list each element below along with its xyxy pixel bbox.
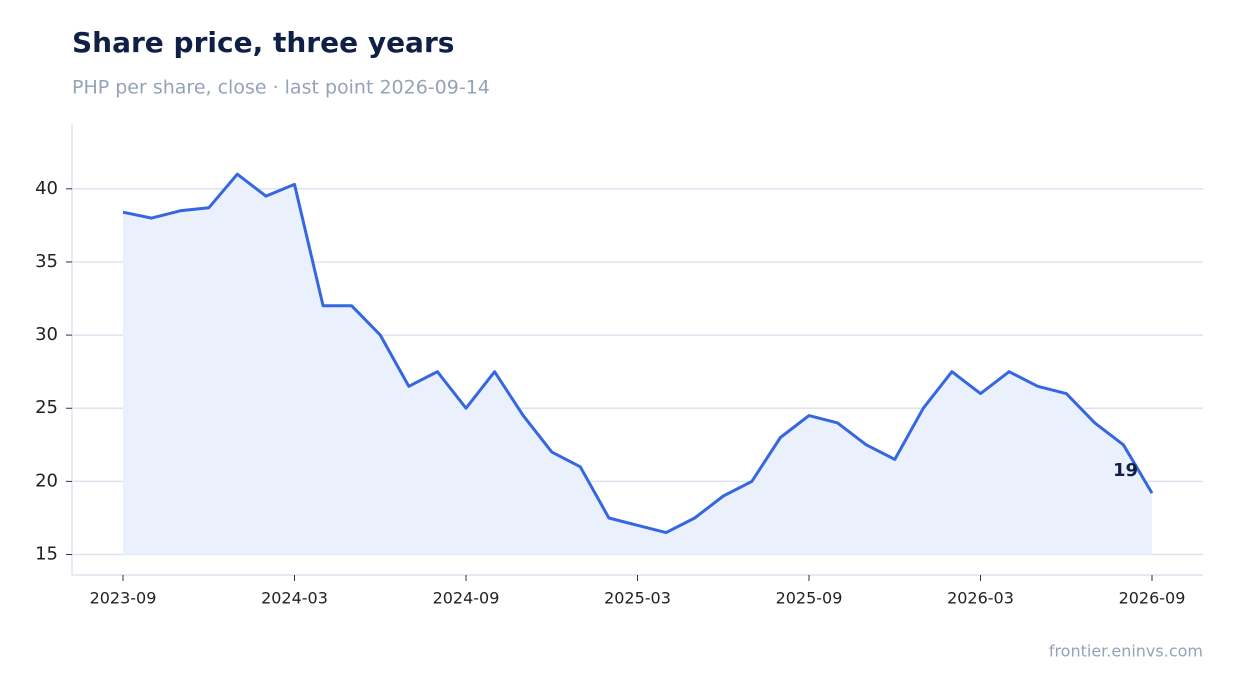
end-label: 19 bbox=[1113, 460, 1138, 481]
x-tick-label: 2026-03 bbox=[947, 589, 1014, 608]
y-tick-label: 40 bbox=[35, 178, 58, 199]
x-tick-label: 2023-09 bbox=[90, 589, 157, 608]
chart-subtitle: PHP per share, close · last point 2026-0… bbox=[72, 77, 490, 99]
x-tick-label: 2024-03 bbox=[261, 589, 328, 608]
price-line bbox=[122, 172, 1154, 535]
y-tick-label: 20 bbox=[35, 470, 58, 491]
y-tick-label: 30 bbox=[35, 324, 58, 345]
x-tick-label: 2025-03 bbox=[604, 589, 671, 608]
x-tick-label: 2024-09 bbox=[433, 589, 500, 608]
y-tick-label: 35 bbox=[35, 251, 58, 272]
chart-title: Share price, three years bbox=[72, 26, 454, 59]
x-tick-label: 2025-09 bbox=[776, 589, 843, 608]
x-tick-label: 2026-09 bbox=[1119, 589, 1186, 608]
source-note: frontier.eninvs.com bbox=[1049, 642, 1203, 661]
y-tick-label: 25 bbox=[35, 397, 58, 418]
y-tick-label: 15 bbox=[35, 544, 58, 565]
area bbox=[123, 174, 1152, 555]
